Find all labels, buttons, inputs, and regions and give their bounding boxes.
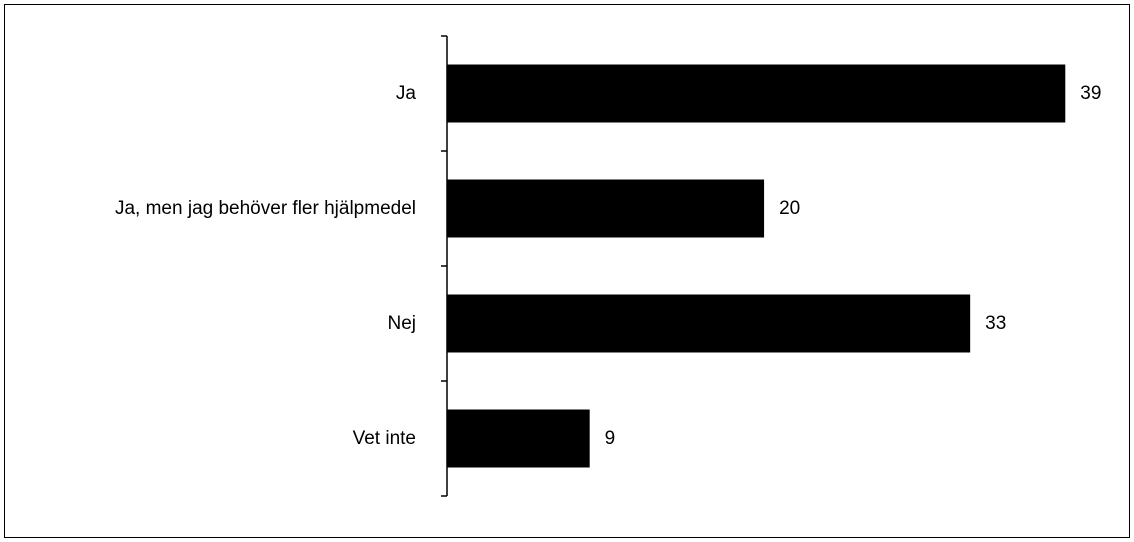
bar [447, 294, 971, 353]
data-label: 9 [605, 428, 616, 449]
bar [447, 64, 1066, 123]
category-label: Nej [387, 313, 416, 334]
category-label: Ja, men jag behöver fler hjälpmedel [115, 198, 416, 219]
bar [447, 179, 765, 238]
bar [447, 409, 590, 468]
data-label: 33 [985, 313, 1006, 334]
bars-layer [447, 64, 1066, 468]
data-label: 20 [779, 198, 800, 219]
category-label: Ja [396, 83, 417, 104]
labels-layer: Ja 39 Ja, men jag behöver fler hjälpmedel 2… [115, 83, 1101, 449]
category-axis [441, 35, 448, 497]
category-label: Vet inte [353, 428, 416, 449]
data-label: 39 [1080, 83, 1101, 104]
